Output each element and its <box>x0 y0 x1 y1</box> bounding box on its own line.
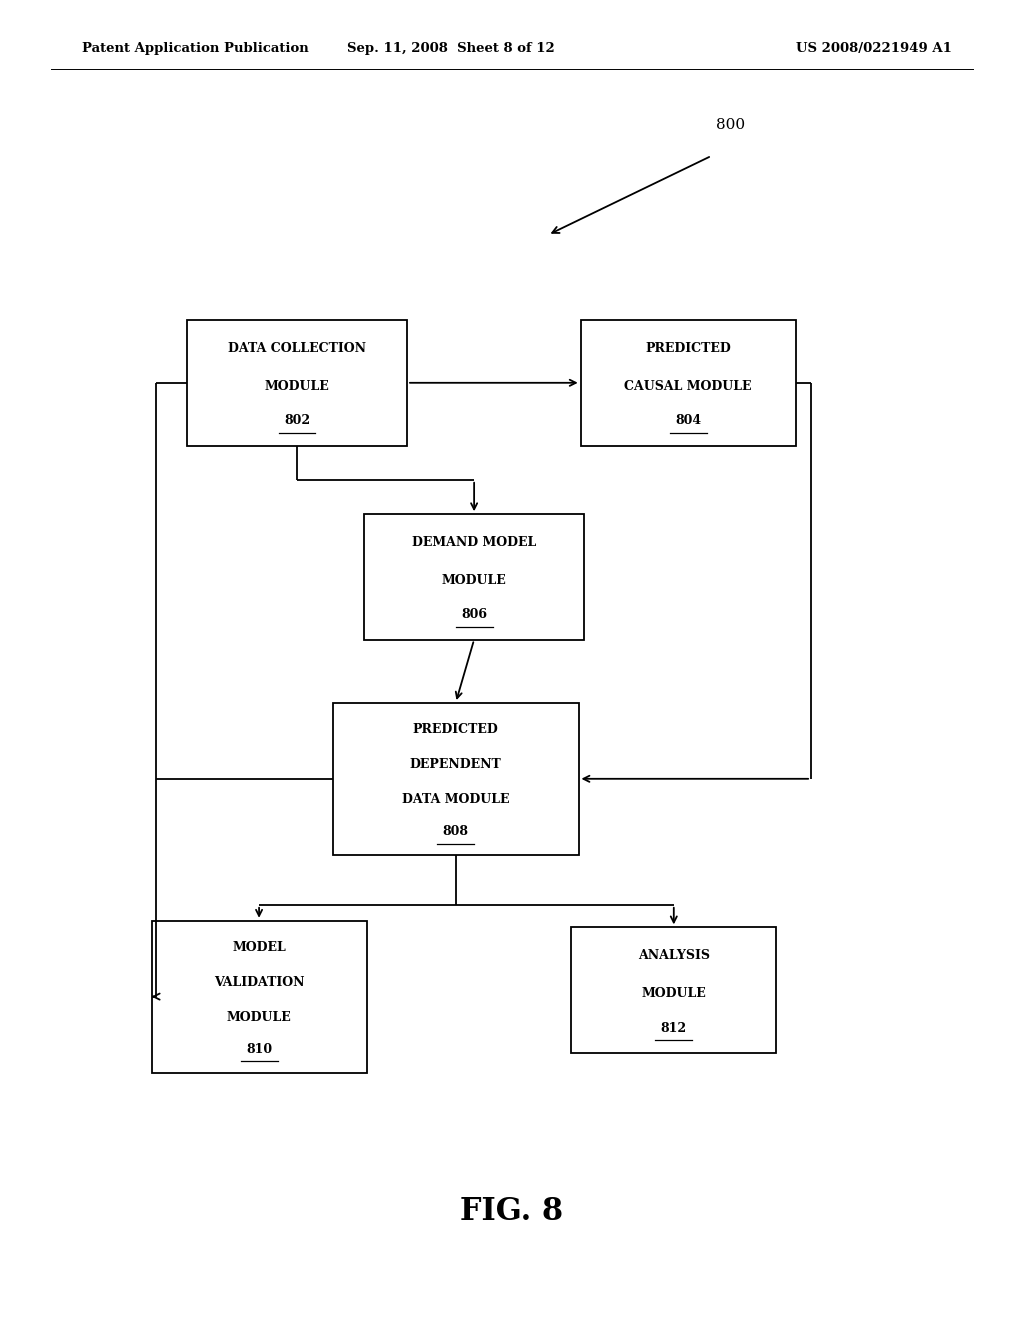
Text: MODULE: MODULE <box>641 987 707 1001</box>
Text: 802: 802 <box>284 414 310 428</box>
Text: CAUSAL MODULE: CAUSAL MODULE <box>625 380 752 393</box>
Bar <box>365 515 584 640</box>
Text: DATA MODULE: DATA MODULE <box>402 793 509 807</box>
Bar <box>152 921 367 1072</box>
Bar <box>571 927 776 1053</box>
Text: Sep. 11, 2008  Sheet 8 of 12: Sep. 11, 2008 Sheet 8 of 12 <box>347 42 554 55</box>
Text: MODEL: MODEL <box>232 941 286 953</box>
Text: US 2008/0221949 A1: US 2008/0221949 A1 <box>797 42 952 55</box>
Text: VALIDATION: VALIDATION <box>214 975 304 989</box>
Text: 810: 810 <box>246 1043 272 1056</box>
Bar <box>581 321 796 446</box>
Bar <box>333 704 579 855</box>
Text: PREDICTED: PREDICTED <box>645 342 731 355</box>
Text: ANALYSIS: ANALYSIS <box>638 949 710 962</box>
Text: 804: 804 <box>675 414 701 428</box>
Text: PREDICTED: PREDICTED <box>413 723 499 735</box>
Text: 808: 808 <box>442 825 469 838</box>
Text: DEPENDENT: DEPENDENT <box>410 758 502 771</box>
Bar <box>186 321 407 446</box>
Text: MODULE: MODULE <box>264 380 330 393</box>
Text: 806: 806 <box>461 609 487 622</box>
Text: MODULE: MODULE <box>441 574 507 587</box>
Text: 812: 812 <box>660 1022 687 1035</box>
Text: Patent Application Publication: Patent Application Publication <box>82 42 308 55</box>
Text: 800: 800 <box>716 117 744 132</box>
Text: MODULE: MODULE <box>226 1011 292 1024</box>
Text: FIG. 8: FIG. 8 <box>461 1196 563 1228</box>
Text: DEMAND MODEL: DEMAND MODEL <box>412 536 537 549</box>
Text: DATA COLLECTION: DATA COLLECTION <box>228 342 366 355</box>
